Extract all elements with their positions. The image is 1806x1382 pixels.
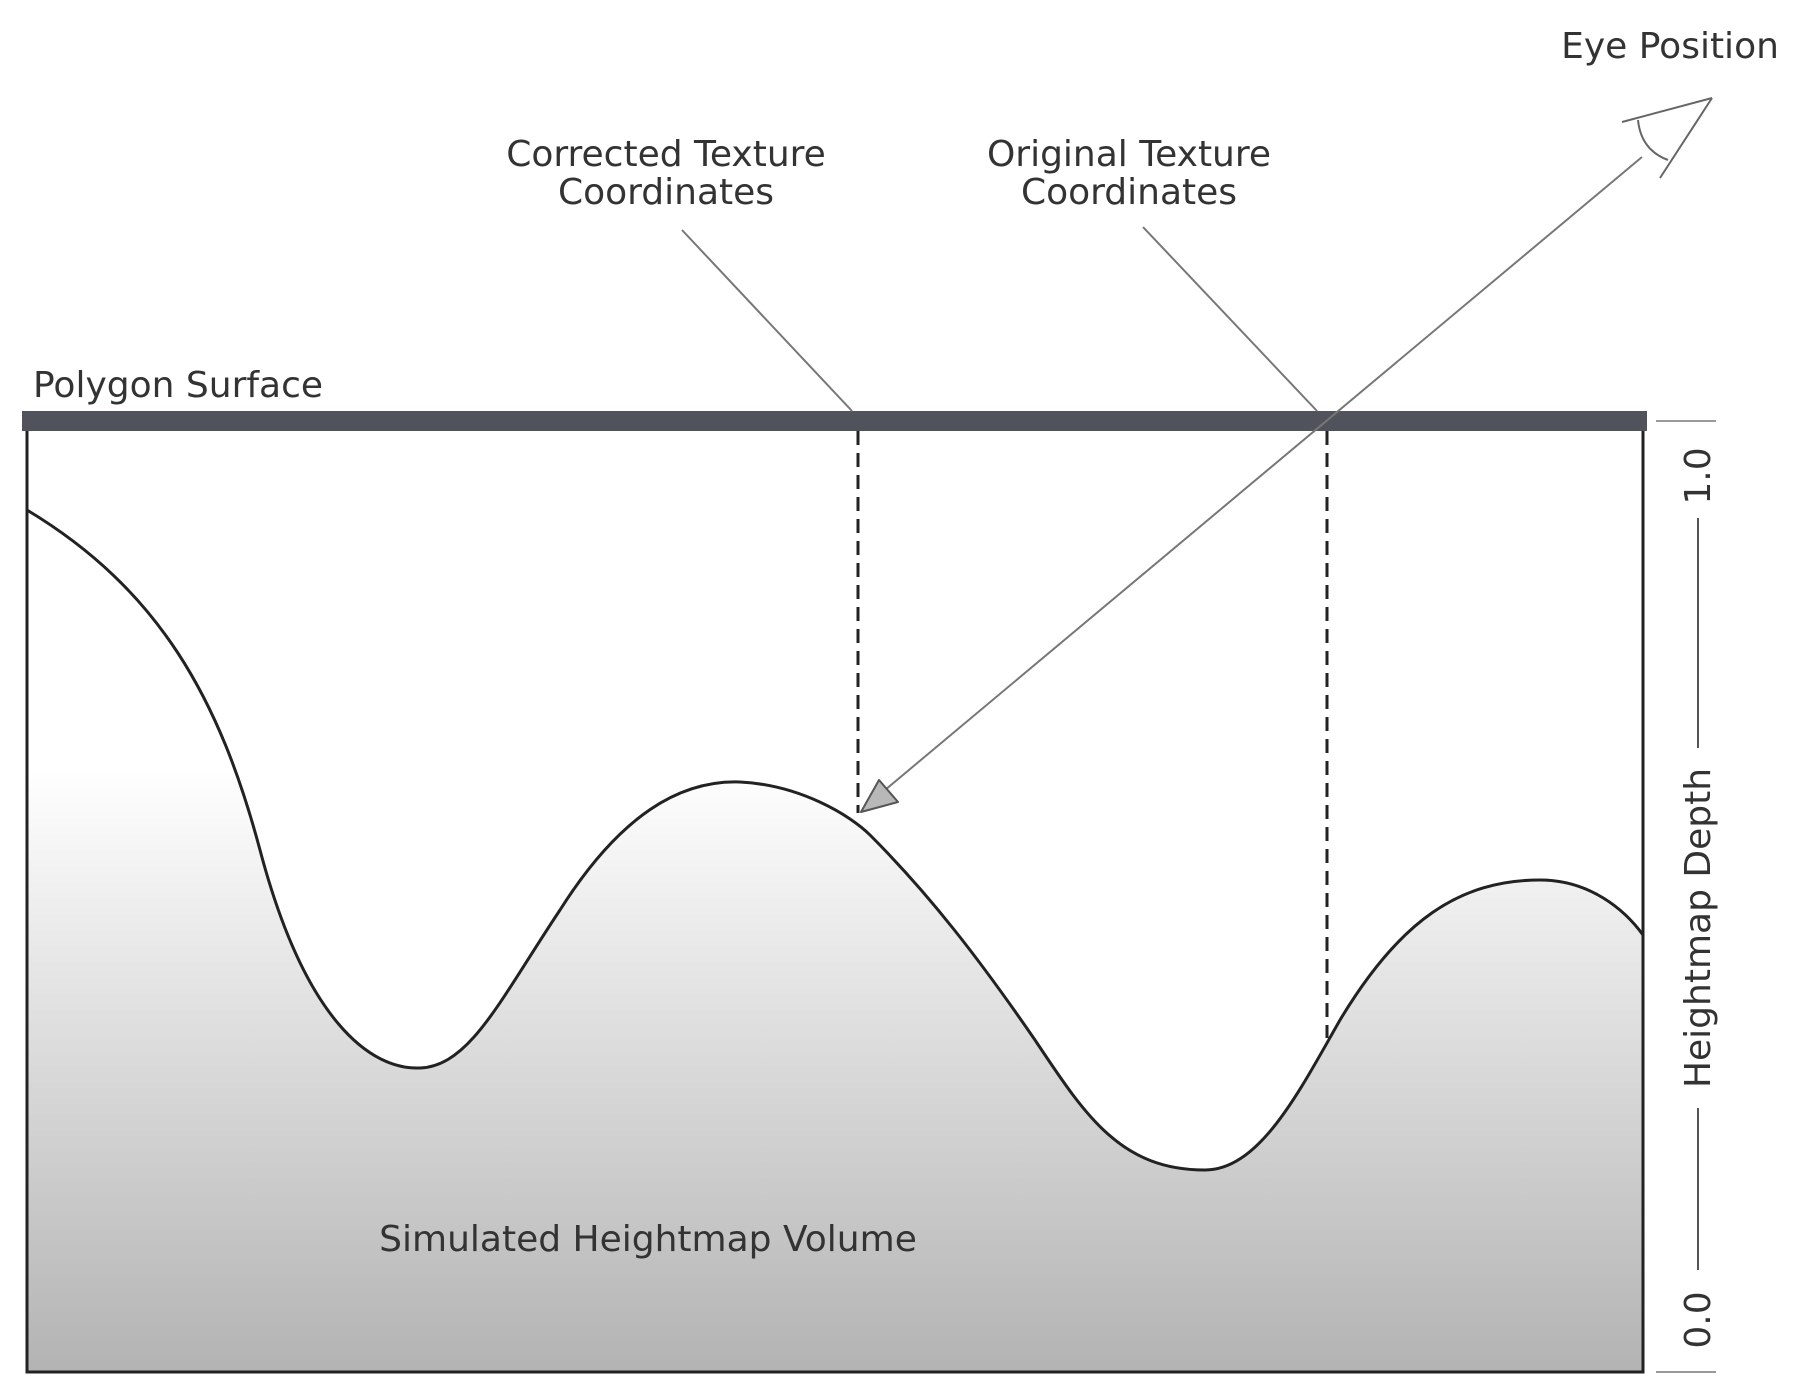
heightmap-depth-axis: 1.0 Heightmap Depth 0.0 bbox=[1656, 420, 1719, 1373]
corrected-label-leader-line bbox=[681, 229, 853, 412]
depth-axis-title: Heightmap Depth bbox=[1678, 768, 1719, 1088]
simulated-volume-label: Simulated Heightmap Volume bbox=[379, 1219, 917, 1260]
heightmap-volume-fill bbox=[27, 510, 1643, 1372]
volume-box-outline bbox=[25, 425, 1645, 1374]
view-ray-arrowhead bbox=[860, 779, 899, 813]
depth-axis-min-label: 0.0 bbox=[1678, 1291, 1719, 1348]
corrected-coordinates-label-line1: Corrected Texture bbox=[506, 134, 826, 175]
heightmap-curve bbox=[26, 508, 1645, 1172]
depth-axis-max-label: 1.0 bbox=[1678, 447, 1719, 504]
original-coordinates-label-line2: Coordinates bbox=[1021, 172, 1237, 213]
eye-icon bbox=[1621, 97, 1713, 179]
eye-position-label: Eye Position bbox=[1561, 26, 1779, 67]
view-ray-line bbox=[884, 156, 1643, 791]
polygon-surface-bar bbox=[22, 411, 1647, 431]
corrected-coordinates-label-line2: Coordinates bbox=[558, 172, 774, 213]
original-coordinates-label-line1: Original Texture bbox=[987, 134, 1271, 175]
original-label-leader-line bbox=[1142, 226, 1318, 412]
polygon-surface-label: Polygon Surface bbox=[33, 365, 323, 406]
